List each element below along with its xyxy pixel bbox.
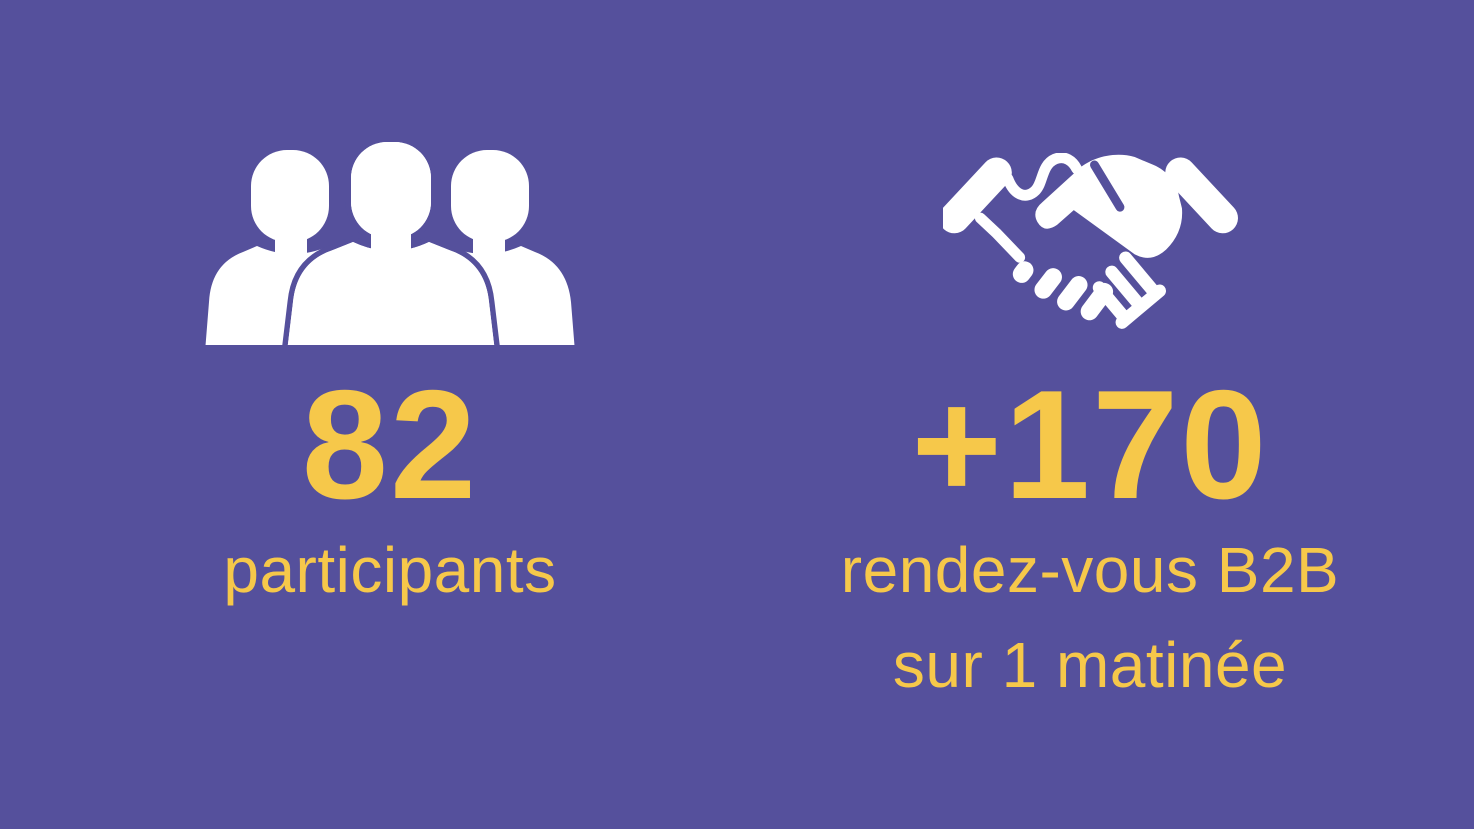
group-icon (201, 140, 579, 345)
stat-card-participants: 82 participants (140, 140, 640, 617)
meetings-label-line1: rendez-vous B2B (840, 534, 1340, 606)
meetings-count: +170 (911, 358, 1269, 531)
participants-label: participants (223, 534, 557, 606)
participants-count: 82 (301, 358, 479, 531)
handshake-icon (942, 140, 1238, 345)
stat-card-meetings: +170 rendez-vous B2B sur 1 matinée (840, 140, 1340, 712)
meetings-label-line2: sur 1 matinée (892, 629, 1288, 701)
